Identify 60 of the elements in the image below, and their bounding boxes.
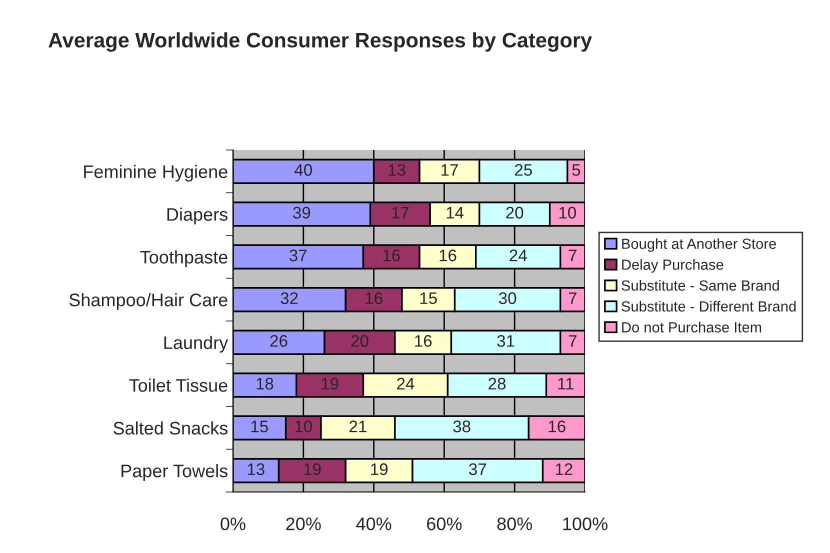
data-label: 19 [304,463,321,476]
data-label: 19 [322,378,338,390]
data-label: 10 [295,420,312,432]
data-label: 31 [497,335,514,347]
data-label: 7 [568,335,576,347]
y-tick-label: Toothpaste [140,250,228,268]
x-tick-label: 0% [220,517,246,530]
data-label: 17 [441,164,458,176]
y-tick-label: Salted Snacks [114,421,228,435]
data-label: 18 [256,378,274,390]
data-label: 16 [383,250,400,262]
y-tick-label: Laundry [164,336,228,353]
legend-label: Do not Purchase Item [622,322,762,332]
data-label: 15 [420,292,437,304]
data-label: 16 [415,335,432,347]
data-label: 28 [488,378,506,390]
data-label: 16 [548,420,566,432]
data-label: 16 [366,292,382,304]
data-label: 12 [556,463,572,475]
x-tick-label: 100% [563,517,608,530]
data-label: 20 [351,335,368,347]
data-label: 37 [469,463,486,476]
data-label: 13 [388,164,406,176]
data-label: 14 [446,206,464,218]
data-label: 40 [294,164,312,176]
data-label: 20 [506,206,524,219]
legend-label: Bought at Another Store [622,238,776,252]
legend-label: Delay Purchase [622,259,724,273]
data-label: 7 [568,250,576,262]
data-label: 21 [350,420,366,432]
data-label: 19 [371,463,388,476]
x-tick-label: 80% [497,517,532,530]
data-label: 30 [498,292,516,304]
y-tick-label: Diapers [167,208,228,224]
y-tick-label: Feminine Hygiene [84,164,228,182]
data-label: 37 [289,250,307,262]
data-label: 39 [293,206,310,219]
x-tick-label: 40% [356,517,392,530]
data-label: 26 [270,335,288,347]
data-label: 24 [397,378,414,390]
y-tick-label: Shampoo/Hair Care [69,293,228,310]
data-label: 13 [248,463,264,476]
data-label: 24 [510,250,527,262]
legend-label: Substitute - Different Brand [622,300,796,312]
data-label: 16 [440,250,456,262]
data-label: 5 [572,164,580,176]
data-label: 25 [514,164,532,176]
x-tick-label: 20% [286,517,321,530]
data-label: 15 [251,420,268,432]
data-label: 38 [453,420,470,432]
x-tick-label: 60% [427,517,462,530]
y-tick-label: Toilet Tissue [129,378,228,392]
chart-title: Average Worldwide Consumer Responses by Category [48,32,592,52]
y-tick-label: Paper Towels [122,464,228,481]
data-label: 11 [558,378,574,390]
legend-label: Substitute - Same Brand [622,280,779,291]
data-label: 10 [559,206,576,219]
data-label: 7 [568,292,576,304]
data-label: 17 [392,206,409,218]
data-label: 32 [280,292,298,304]
